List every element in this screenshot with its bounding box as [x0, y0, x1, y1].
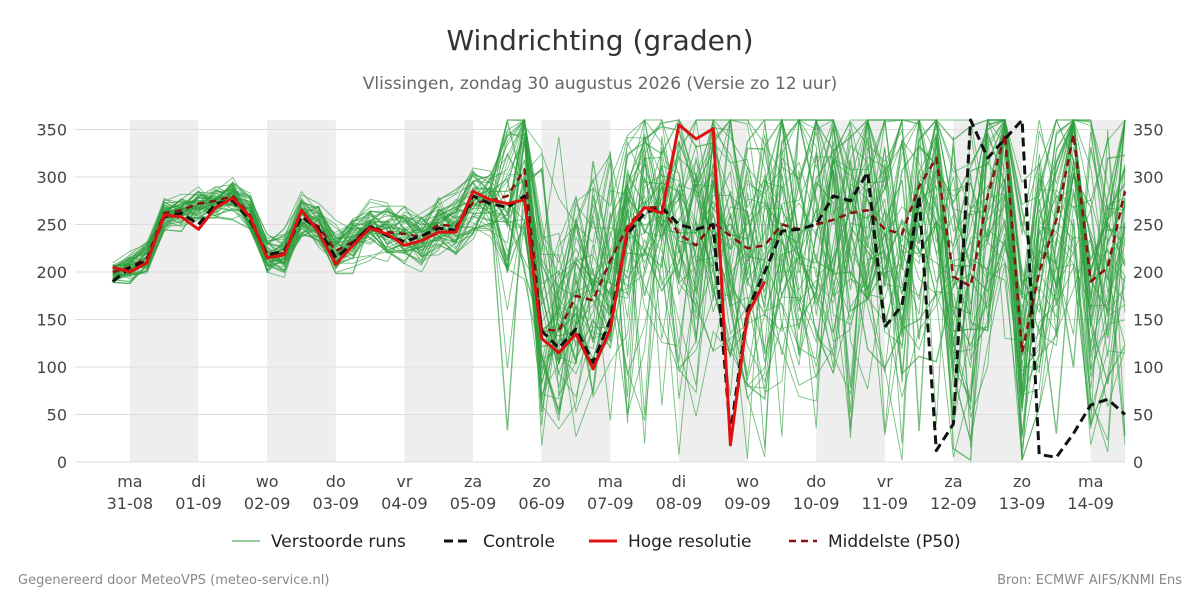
- x-tick-date-5: 05-09: [450, 494, 497, 513]
- y-tick-left-350: 350: [36, 121, 67, 140]
- chart-title: Windrichting (graden): [446, 24, 753, 57]
- y-axis-left: 0 50 100 150 200 250 300 350: [36, 121, 67, 473]
- x-tick-day-8: di: [672, 472, 687, 491]
- y-tick-right-150: 150: [1133, 311, 1164, 330]
- x-tick-date-2: 02-09: [244, 494, 291, 513]
- x-tick-day-5: za: [464, 472, 482, 491]
- ensemble-member-33: [112, 118, 1126, 458]
- legend-ensemble-label: Verstoorde runs: [271, 532, 406, 552]
- y-tick-right-100: 100: [1133, 358, 1164, 377]
- y-tick-left-50: 50: [47, 406, 67, 425]
- legend-median-label: Middelste (P50): [828, 532, 961, 552]
- x-tick-day-14: ma: [1078, 472, 1103, 491]
- ensemble-member-50: [112, 119, 1126, 441]
- x-tick-date-6: 06-09: [518, 494, 565, 513]
- hires-line: [112, 123, 767, 447]
- day-band-1: [267, 120, 336, 462]
- x-tick-day-0: ma: [117, 472, 142, 491]
- y-tick-left-150: 150: [36, 311, 67, 330]
- y-axis-right: 0 50 100 150 200 250 300 350: [1133, 121, 1164, 473]
- y-tick-left-200: 200: [36, 263, 67, 282]
- legend-hires-label: Hoge resolutie: [628, 532, 752, 552]
- x-tick-day-4: vr: [396, 472, 412, 491]
- ensemble-member-47: [112, 118, 1126, 415]
- x-axis: ma 31-08 di 01-09 wo 02-09 do 03-09 vr 04-09 za 05-…: [107, 472, 1114, 513]
- legend: Verstoorde runs Controle Hoge resolutie …: [232, 532, 961, 552]
- x-tick-date-3: 03-09: [313, 494, 360, 513]
- day-band-2: [404, 120, 474, 462]
- y-tick-left-0: 0: [57, 453, 67, 472]
- x-tick-day-6: zo: [533, 472, 551, 491]
- x-tick-date-8: 08-09: [656, 494, 703, 513]
- y-tick-right-300: 300: [1133, 168, 1164, 187]
- x-tick-date-10: 10-09: [793, 494, 840, 513]
- x-tick-day-13: zo: [1013, 472, 1031, 491]
- footer-generator: Gegenereerd door MeteoVPS (meteo-service…: [18, 573, 329, 588]
- ensemble-member-38: [112, 119, 1126, 453]
- x-tick-day-10: do: [806, 472, 826, 491]
- x-tick-date-0: 31-08: [107, 494, 154, 513]
- x-tick-date-11: 11-09: [862, 494, 909, 513]
- x-tick-date-14: 14-09: [1067, 494, 1114, 513]
- y-tick-left-300: 300: [36, 168, 67, 187]
- x-tick-date-13: 13-09: [999, 494, 1046, 513]
- x-tick-day-7: ma: [598, 472, 623, 491]
- x-tick-day-12: za: [944, 472, 962, 491]
- x-tick-date-9: 09-09: [724, 494, 771, 513]
- y-tick-right-350: 350: [1133, 121, 1164, 140]
- x-tick-day-3: do: [326, 472, 346, 491]
- x-tick-day-9: wo: [736, 472, 759, 491]
- chart-subtitle: Vlissingen, zondag 30 augustus 2026 (Ver…: [363, 74, 837, 94]
- legend-control-label: Controle: [483, 532, 555, 552]
- x-tick-day-11: vr: [877, 472, 893, 491]
- x-tick-day-2: wo: [256, 472, 279, 491]
- x-tick-day-1: di: [191, 472, 206, 491]
- x-tick-date-12: 12-09: [930, 494, 977, 513]
- x-tick-date-1: 01-09: [175, 494, 222, 513]
- y-tick-right-50: 50: [1133, 406, 1153, 425]
- ensemble-member-46: [112, 118, 1126, 438]
- x-tick-date-4: 04-09: [381, 494, 428, 513]
- y-tick-right-250: 250: [1133, 216, 1164, 235]
- y-tick-left-100: 100: [36, 358, 67, 377]
- ensemble-member-28: [112, 119, 1126, 446]
- x-tick-date-7: 07-09: [587, 494, 634, 513]
- day-band-0: [129, 120, 199, 462]
- footer-source: Bron: ECMWF AIFS/KNMI Ens: [997, 573, 1182, 588]
- y-tick-right-0: 0: [1133, 453, 1143, 472]
- y-tick-left-250: 250: [36, 216, 67, 235]
- median-line: [112, 133, 1127, 355]
- ensemble-member-42: [112, 119, 1126, 410]
- y-tick-right-200: 200: [1133, 263, 1164, 282]
- main-series: [111, 118, 1127, 459]
